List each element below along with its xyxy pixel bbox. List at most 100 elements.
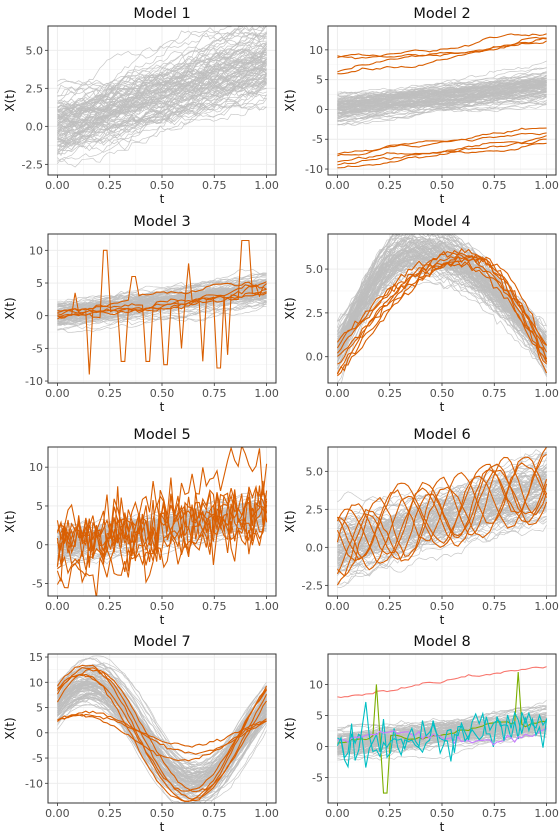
background-curve: [57, 56, 267, 126]
background-curve: [337, 80, 547, 105]
x-tick-label: 0.00: [45, 807, 70, 820]
chart-panel-3: 0.00 0.25 0.50 0.75 1.00 -10 -5 0 5 10 Model 3 t X(t…: [3, 214, 279, 414]
y-tick-label: 5: [316, 74, 323, 87]
background-curve: [57, 77, 267, 124]
background-curve: [57, 59, 267, 162]
background-curve: [57, 26, 241, 124]
outlier-curve: [57, 673, 268, 803]
background-curve: [57, 666, 267, 790]
background-curve: [57, 43, 267, 117]
y-tick-label: 5.0: [306, 263, 324, 276]
outlier-curve: [336, 463, 548, 562]
background-curve: [337, 707, 547, 743]
panel-title: Model 7: [133, 634, 190, 650]
x-tick-label: 1.00: [254, 179, 279, 192]
background-curve: [57, 682, 267, 801]
y-tick-label: 10: [29, 676, 43, 689]
x-tick-label: 0.25: [377, 179, 402, 192]
x-tick-label: 0.50: [430, 387, 455, 400]
y-axis-title: X(t): [283, 297, 297, 319]
x-axis-title: t: [160, 820, 165, 834]
x-axis-title: t: [440, 192, 445, 206]
outlier-curve: [57, 710, 267, 755]
outlier-curve: [336, 253, 548, 353]
series-group: [56, 655, 268, 803]
outlier-curve: [56, 673, 268, 792]
background-curve: [337, 471, 547, 570]
background-curve: [57, 75, 267, 145]
background-curve: [337, 234, 547, 359]
x-tick-label: 0.00: [325, 387, 350, 400]
series-group: [336, 234, 548, 383]
panel-title: Model 2: [413, 6, 470, 22]
background-curve: [57, 68, 267, 132]
x-tick-label: 0.75: [482, 387, 507, 400]
background-curve: [337, 464, 547, 567]
background-curve: [57, 78, 267, 144]
background-curve: [337, 714, 547, 738]
background-curve: [57, 59, 267, 117]
outlier-curve: [337, 40, 547, 73]
outlier-curve: [336, 261, 547, 374]
background-curve: [57, 67, 267, 137]
y-axis-title: X(t): [283, 717, 297, 739]
chart-panel-1: 0.00 0.25 0.50 0.75 1.00 -2.5 0.0 2.5 5.0 Model 1…: [3, 6, 279, 206]
x-tick-label: 1.00: [254, 387, 279, 400]
y-axis-title: X(t): [3, 717, 17, 739]
x-tick-label: 0.25: [97, 807, 122, 820]
x-tick-label: 0.25: [97, 600, 122, 613]
background-curve: [337, 95, 547, 105]
outlier-curve: [56, 664, 268, 802]
outlier-curve: [57, 500, 268, 585]
x-tick-label: 1.00: [534, 179, 559, 192]
background-curve: [337, 483, 547, 560]
y-tick-label: -2.5: [302, 579, 323, 592]
x-axis-title: t: [160, 400, 165, 414]
y-tick-label: 5: [36, 702, 43, 715]
y-tick-label: 10: [309, 678, 323, 691]
background-curve: [57, 697, 267, 764]
outlier-curve: [336, 469, 548, 564]
y-tick-label: -5: [312, 772, 323, 785]
background-curve: [57, 65, 267, 139]
y-tick-label: 0: [36, 310, 43, 323]
background-curve: [337, 511, 547, 585]
y-tick-label: 2.5: [306, 307, 324, 320]
series-group: [337, 33, 547, 169]
outlier-curve: [57, 281, 267, 369]
background-curve: [337, 77, 547, 117]
background-curve: [337, 497, 547, 571]
background-curve: [57, 35, 267, 116]
background-curve: [337, 473, 547, 548]
series-group: [57, 26, 267, 168]
x-tick-label: 0.00: [325, 807, 350, 820]
background-curve: [57, 75, 267, 155]
panel-title: Model 4: [413, 214, 470, 230]
panel-title: Model 6: [413, 427, 470, 443]
background-curve: [57, 287, 267, 305]
background-curve: [57, 79, 267, 129]
background-curve: [337, 512, 547, 546]
outlier-curve: [337, 453, 547, 571]
x-tick-label: 1.00: [254, 600, 279, 613]
x-tick-label: 0.00: [45, 179, 70, 192]
x-tick-label: 1.00: [534, 387, 559, 400]
x-axis-title: t: [160, 192, 165, 206]
y-tick-label: -5: [32, 342, 43, 355]
background-curve: [57, 29, 267, 118]
background-curve: [57, 668, 267, 803]
y-tick-label: 5.0: [26, 44, 44, 57]
y-tick-label: 0.0: [306, 351, 324, 364]
outlier-curve: [337, 727, 547, 746]
background-curve: [337, 90, 547, 106]
background-curve: [337, 718, 547, 751]
series-group: [57, 239, 267, 375]
y-tick-label: 5: [36, 277, 43, 290]
background-curve: [57, 72, 267, 121]
x-tick-label: 1.00: [534, 600, 559, 613]
outlier-curve: [56, 480, 268, 565]
y-tick-label: -10: [305, 163, 323, 176]
x-tick-label: 0.25: [377, 807, 402, 820]
background-curve: [337, 503, 547, 564]
